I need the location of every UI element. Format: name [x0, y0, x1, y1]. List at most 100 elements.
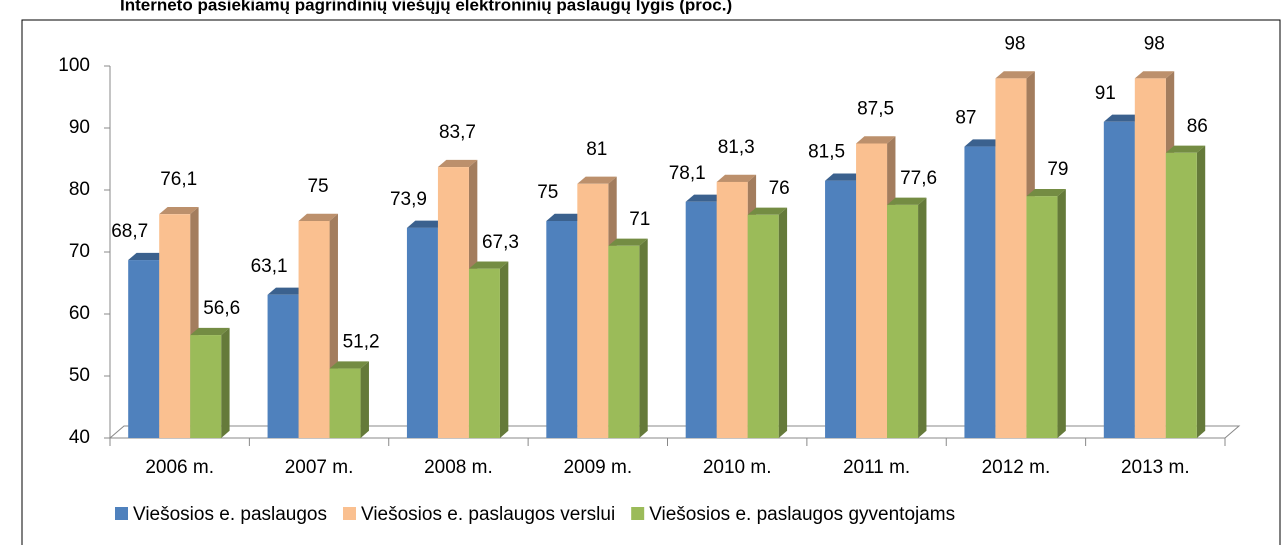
bar-side	[360, 361, 369, 438]
bar-top	[747, 207, 788, 215]
value-label: 68,7	[111, 221, 148, 242]
bar-top	[1165, 145, 1206, 153]
value-label: 63,1	[251, 256, 288, 277]
y-tick-label: 50	[69, 365, 90, 386]
bar-top	[964, 139, 1004, 147]
bar-side	[1057, 189, 1066, 438]
y-tick-label: 80	[69, 179, 90, 200]
bar-top	[128, 252, 168, 261]
value-label: 73,9	[390, 189, 427, 210]
bar	[128, 260, 160, 438]
bar-top	[159, 206, 199, 215]
bar	[1134, 78, 1166, 439]
bar-top	[406, 220, 447, 228]
bar	[685, 201, 717, 438]
bar-top	[608, 238, 648, 246]
value-label: 98	[1144, 33, 1165, 54]
legend-label: Viešosios e. paslaugos	[133, 504, 327, 525]
bar	[1026, 196, 1058, 438]
x-tick-label: 2013 m.	[1121, 457, 1190, 478]
value-label: 77,6	[900, 168, 937, 189]
bar-top	[577, 176, 617, 184]
value-label: 76	[769, 178, 790, 199]
bar-side	[1196, 145, 1206, 438]
bar	[190, 335, 222, 438]
x-tick-label: 2007 m.	[285, 457, 354, 478]
value-label: 87	[955, 108, 976, 129]
legend-swatch	[343, 507, 356, 520]
chart-border	[21, 19, 1281, 545]
bar	[546, 221, 578, 438]
bar-top	[298, 213, 338, 221]
x-tick-label: 2006 m.	[145, 457, 214, 478]
bar	[468, 268, 500, 438]
value-label: 75	[537, 182, 558, 203]
x-tick-label: 2009 m.	[563, 457, 632, 478]
bar	[267, 294, 299, 438]
bar-side	[639, 238, 648, 438]
bar-side	[221, 327, 230, 438]
bar	[406, 227, 438, 438]
bar-top	[887, 197, 927, 205]
value-label: 81,5	[808, 142, 845, 163]
bar-side	[918, 197, 927, 438]
y-tick-label: 60	[69, 303, 90, 324]
legend-label: Viešosios e. paslaugos verslui	[361, 504, 615, 525]
bar	[159, 214, 191, 438]
bar-top	[437, 159, 478, 168]
bar-top	[267, 287, 307, 295]
bar	[298, 221, 330, 438]
bar-side	[778, 207, 788, 438]
value-label: 75	[307, 176, 328, 197]
value-label: 76,1	[160, 169, 197, 190]
bar	[716, 181, 748, 438]
x-tick-label: 2008 m.	[424, 457, 493, 478]
x-tick-label: 2011 m.	[843, 457, 910, 478]
value-label: 67,3	[482, 232, 519, 253]
bar	[329, 368, 361, 438]
value-label: 79	[1047, 159, 1068, 180]
bar-top	[190, 327, 230, 336]
value-label: 91	[1095, 83, 1116, 104]
bar-top	[1134, 71, 1175, 79]
bar-top	[1026, 189, 1066, 197]
x-tick-label: 2010 m.	[703, 457, 772, 478]
bar	[825, 180, 857, 438]
bar-side	[499, 261, 509, 438]
y-tick-label: 40	[69, 427, 90, 448]
y-tick-label: 100	[58, 55, 90, 76]
bar	[856, 143, 888, 438]
value-label: 83,7	[439, 122, 476, 143]
bar	[964, 146, 996, 438]
value-label: 98	[1004, 33, 1025, 54]
bar	[577, 183, 609, 438]
bar	[995, 78, 1027, 439]
value-label: 78,1	[669, 163, 706, 184]
bar	[1103, 121, 1135, 439]
bar-top	[1103, 114, 1144, 122]
value-label: 51,2	[343, 332, 380, 353]
y-tick-label: 90	[69, 117, 90, 138]
value-label: 81	[586, 139, 607, 160]
bar-top	[546, 213, 586, 221]
value-label: 81,3	[718, 137, 755, 158]
bar-top	[825, 173, 865, 181]
bar	[437, 167, 469, 438]
bar	[608, 245, 640, 438]
bar-top	[716, 174, 757, 182]
bar-top	[856, 136, 896, 144]
bar	[887, 204, 919, 438]
x-tick-label: 2012 m.	[982, 457, 1051, 478]
bar-top	[995, 71, 1035, 79]
legend-swatch	[631, 507, 645, 520]
chart-title: Interneto pasiekiamų pagrindinių viešųjų…	[120, 0, 732, 14]
legend-swatch	[115, 507, 128, 520]
value-label: 86	[1187, 116, 1208, 137]
bar-top	[329, 361, 369, 369]
bar-top	[685, 194, 726, 202]
bar	[1165, 152, 1197, 439]
legend-label: Viešosios e. paslaugos gyventojams	[649, 504, 955, 525]
bar-top	[468, 261, 509, 269]
